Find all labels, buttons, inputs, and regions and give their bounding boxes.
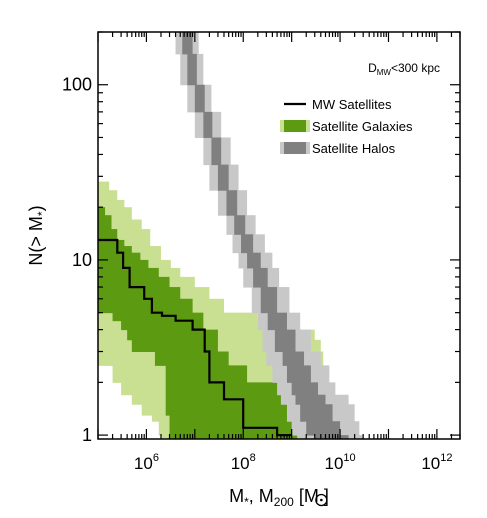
- x-tick-exp: 12: [440, 452, 452, 464]
- solar-circle: [315, 493, 328, 507]
- ylabel-main: N(> M: [26, 216, 46, 266]
- solar-dot: [320, 498, 323, 502]
- axis-ticks: [97, 31, 461, 439]
- satellite-galaxiesband-inner-step: [98, 276, 170, 288]
- satellite-halosband-inner-step: [211, 137, 222, 166]
- satellite-halosband-inner-step: [253, 267, 268, 288]
- x-tick-base: 10: [324, 454, 343, 473]
- satellite-halosband-inner-step: [226, 190, 238, 216]
- y-tick-label: 1: [82, 425, 92, 445]
- satellite-galaxiesband-inner-step: [154, 351, 229, 366]
- satellite-halosband-inner-step: [241, 234, 254, 254]
- legend-label: Satellite Galaxies: [312, 119, 413, 134]
- satellite-halosband-inner-step: [300, 404, 333, 422]
- annotation-sub: MW: [377, 68, 392, 77]
- y-tick-label: 10: [72, 250, 92, 270]
- x-tick-base: 10: [421, 454, 440, 473]
- legend-swatch-inner: [284, 142, 306, 154]
- satellite-halosband-inner-step: [274, 329, 296, 353]
- satellite-galaxiesband-inner-step: [169, 415, 301, 422]
- satellite-galaxiesband-inner-step: [98, 207, 106, 216]
- satellite-halosband-inner-step: [182, 32, 193, 55]
- legend-item: Satellite Halos: [280, 141, 396, 156]
- satellite-galaxiesband-outer-step: [98, 190, 118, 201]
- satellite-galaxiesband-inner-step: [98, 215, 112, 230]
- x-tick-exp: 6: [153, 452, 159, 464]
- satellite-halosband-inner-step: [260, 287, 278, 314]
- satellite-galaxiesband-inner-step: [165, 365, 248, 383]
- ylabel-close: ): [26, 205, 46, 211]
- satellite-halosband-inner-step: [306, 421, 341, 436]
- satellite-galaxiesband-inner-step: [98, 298, 193, 314]
- xlabel-mid: , M: [249, 486, 274, 506]
- satellite-halosband-inner: [182, 32, 349, 439]
- solar-symbol-icon: [315, 493, 328, 507]
- satellite-galaxiesband-inner-step: [121, 320, 204, 331]
- y-axis-label: N(> M*): [26, 205, 49, 265]
- x-tick-base: 10: [134, 454, 153, 473]
- satellite-halosband-inner-step: [234, 215, 246, 235]
- satellite-halosband-inner-step: [314, 435, 349, 439]
- chart-lines: [98, 238, 292, 437]
- legend-item: MW Satellites: [284, 97, 392, 112]
- satellite-galaxiesband-outer-step: [98, 199, 125, 208]
- x-tick-base: 10: [231, 454, 250, 473]
- satellite-halosband-inner-step: [291, 382, 318, 396]
- satellite-halosband-inner-step: [217, 164, 229, 191]
- satellite-galaxiesband-outer-step: [98, 219, 142, 230]
- satellite-galaxiesband-inner-step: [112, 312, 204, 322]
- satellite-galaxiesband-inner-step: [165, 382, 287, 396]
- region-annotation: DMW<300 kpc: [368, 61, 440, 77]
- satellite-galaxiesband-inner-step: [169, 421, 301, 436]
- satellite-galaxiesband-inner-step: [98, 267, 159, 278]
- x-tick-exp: 8: [250, 452, 256, 464]
- satellite-galaxiesband-inner-step: [131, 339, 218, 353]
- xlabel-unit-open: [M: [294, 486, 319, 506]
- mw-satellites-line: [98, 238, 292, 437]
- x-tick-label: 1012: [421, 452, 452, 473]
- satellite-galaxiesband-inner-step: [98, 229, 118, 241]
- satellite-halosband-inner-step: [286, 365, 311, 383]
- satellite-halosband-inner-step: [295, 394, 326, 405]
- satellite-halosband-inner-step: [194, 84, 205, 113]
- satellite-galaxiesband-inner-step: [98, 252, 141, 261]
- satellite-galaxiesband-inner-step: [98, 287, 181, 300]
- annotation-main: D: [368, 61, 377, 75]
- x-tick-label: 106: [134, 452, 159, 473]
- satellite-galaxiesband-inner-step: [127, 329, 218, 341]
- legend-item: Satellite Galaxies: [280, 119, 413, 134]
- ylabel-sub: *: [35, 211, 49, 216]
- plot-frame: [97, 31, 461, 440]
- xlabel-sub2: 200: [274, 495, 294, 509]
- legend-swatch-inner: [284, 120, 306, 132]
- satellite-galaxiesband-outer-step: [98, 181, 110, 191]
- legend: MW Satellites Satellite Galaxies Satellite…: [280, 97, 413, 156]
- satellite-halosband-inner-step: [203, 111, 213, 138]
- x-axis-label: M*, M200 [M ]: [229, 486, 329, 509]
- xlabel-unit-close: ]: [324, 486, 329, 506]
- annotation-rest: <300 kpc: [391, 61, 440, 75]
- y-tick-label: 100: [62, 75, 92, 95]
- xlabel-main: M: [229, 486, 244, 506]
- satellite-halosband-inner-step: [247, 252, 261, 269]
- satellite-galaxiesband-inner-step: [165, 404, 301, 416]
- x-tick-exp: 10: [343, 452, 355, 464]
- satellite-galaxiesband-inner-step: [169, 435, 301, 439]
- xlabel-sub1: *: [244, 495, 249, 509]
- satellite-galaxiesband-inner-step: [98, 246, 132, 254]
- satellite-halosband-inner-step: [282, 351, 305, 366]
- satellite-halosband-inner-step: [267, 312, 287, 331]
- legend-label: Satellite Halos: [312, 141, 396, 156]
- x-tick-label: 108: [231, 452, 256, 473]
- legend-label: MW Satellites: [312, 97, 392, 112]
- satellite-halosband-inner-step: [187, 53, 197, 86]
- chart-bands: [98, 32, 364, 439]
- satellite-galaxiesband-inner: [98, 207, 301, 439]
- x-tick-label: 1010: [324, 452, 355, 473]
- satellite-galaxiesband-inner-step: [98, 239, 125, 247]
